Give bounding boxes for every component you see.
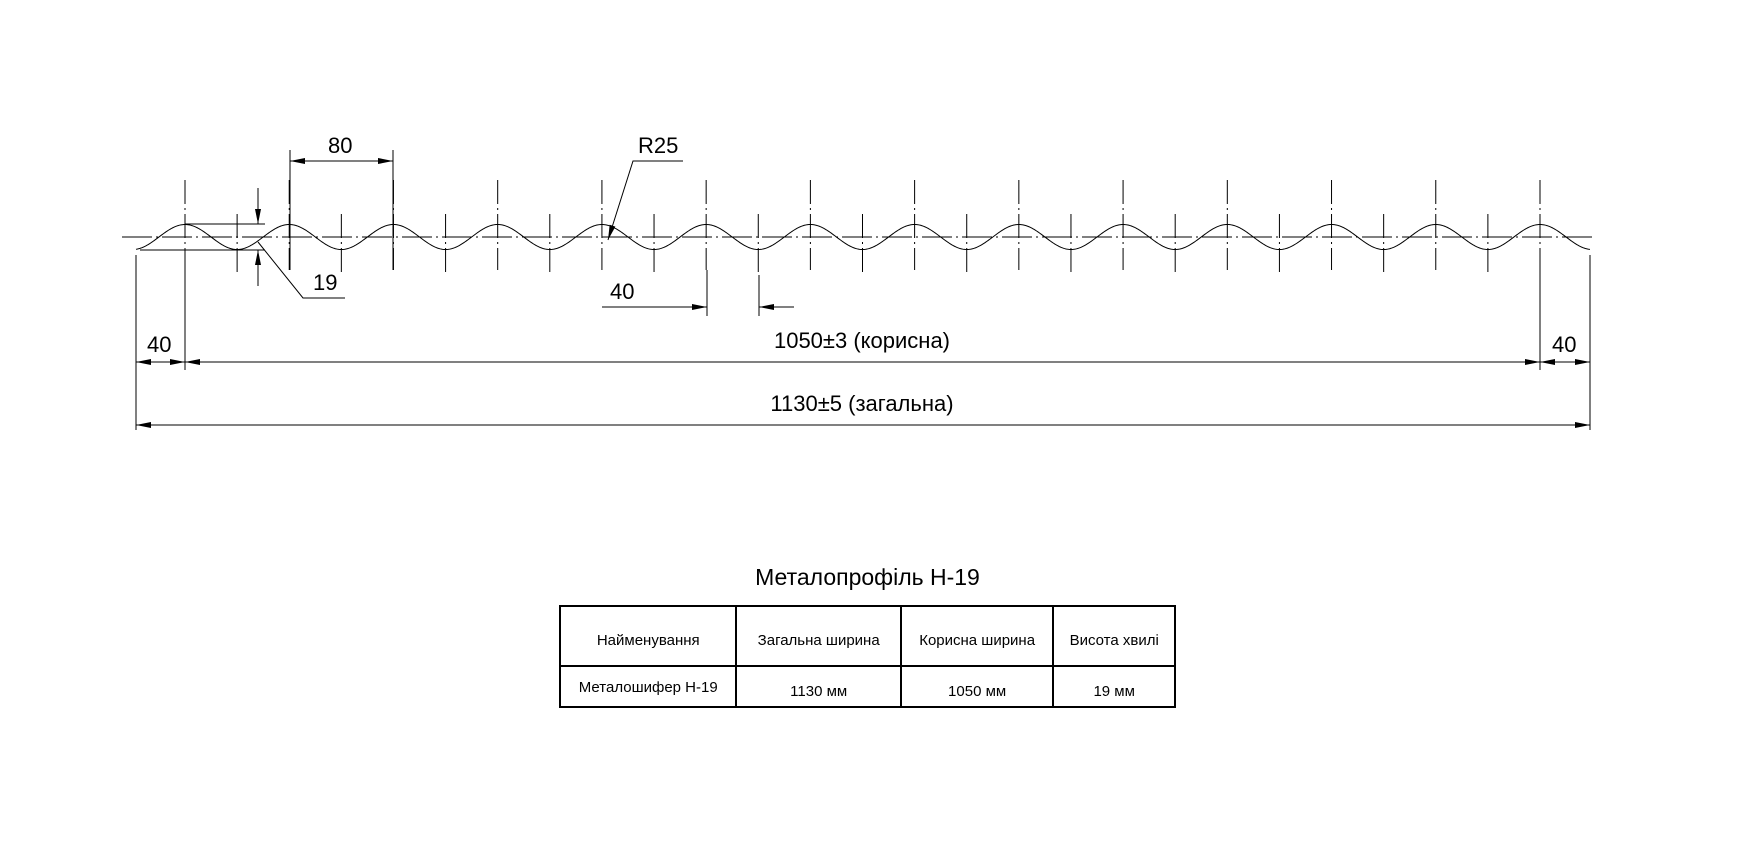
half-pitch-label: 40 — [610, 279, 634, 304]
centerlines — [184, 180, 1541, 272]
height-label: 19 — [313, 270, 337, 295]
profile-wave — [135, 223, 1591, 251]
useful-width-label: 1050±3 (корисна) — [774, 328, 950, 353]
spec-title: Металопрофіль Н-19 — [755, 564, 980, 590]
spec-table: Найменування Загальна ширина Корисна шир… — [558, 605, 1176, 708]
header-wave-height: Висота хвилі — [1052, 605, 1176, 667]
left-margin-label: 40 — [147, 332, 171, 357]
radius-leader — [607, 160, 683, 241]
height-leader — [257, 241, 345, 299]
header-useful-width: Корисна ширина — [899, 605, 1055, 667]
pitch-label: 80 — [328, 133, 352, 158]
cell-wave-height: 19 мм — [1052, 665, 1176, 708]
right-margin-label: 40 — [1552, 332, 1576, 357]
header-total-width: Загальна ширина — [735, 605, 902, 667]
cell-total-width: 1130 мм — [735, 665, 902, 708]
table-row: Металошифер Н-19 1130 мм 1050 мм 19 мм — [558, 665, 1176, 708]
cell-useful-width: 1050 мм — [899, 665, 1055, 708]
cell-name: Металошифер Н-19 — [558, 665, 738, 708]
radius-label: R25 — [638, 133, 678, 158]
header-name: Найменування — [558, 605, 738, 667]
table-header-row: Найменування Загальна ширина Корисна шир… — [558, 605, 1176, 667]
total-width-label: 1130±5 (загальна) — [770, 391, 953, 416]
